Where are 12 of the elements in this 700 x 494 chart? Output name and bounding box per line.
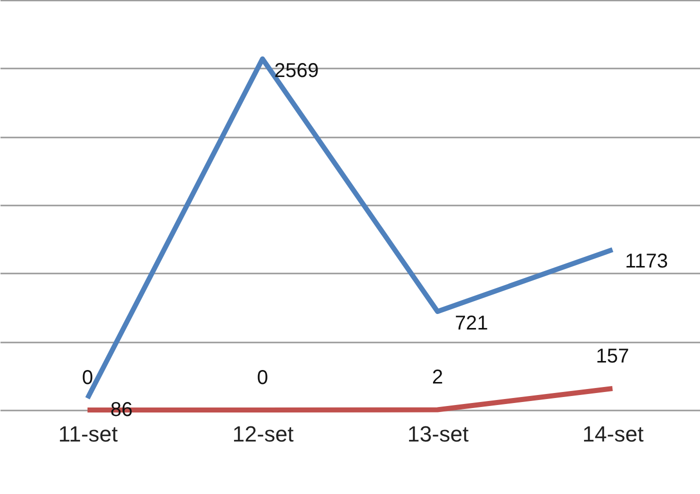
data-label: 721: [454, 312, 488, 334]
data-label: 0: [82, 367, 94, 389]
data-label: 2569: [274, 60, 319, 82]
x-tick-label: 13-set: [407, 422, 469, 446]
data-label: 0: [256, 367, 268, 389]
data-label: 1173: [624, 250, 668, 273]
data-label: 157: [596, 346, 630, 368]
x-tick-label: 12-set: [232, 422, 294, 446]
x-tick-label: 11-set: [58, 422, 118, 446]
x-tick-label: 14-set: [582, 422, 644, 446]
data-label: 2: [432, 366, 444, 389]
data-label: 86: [110, 399, 133, 422]
